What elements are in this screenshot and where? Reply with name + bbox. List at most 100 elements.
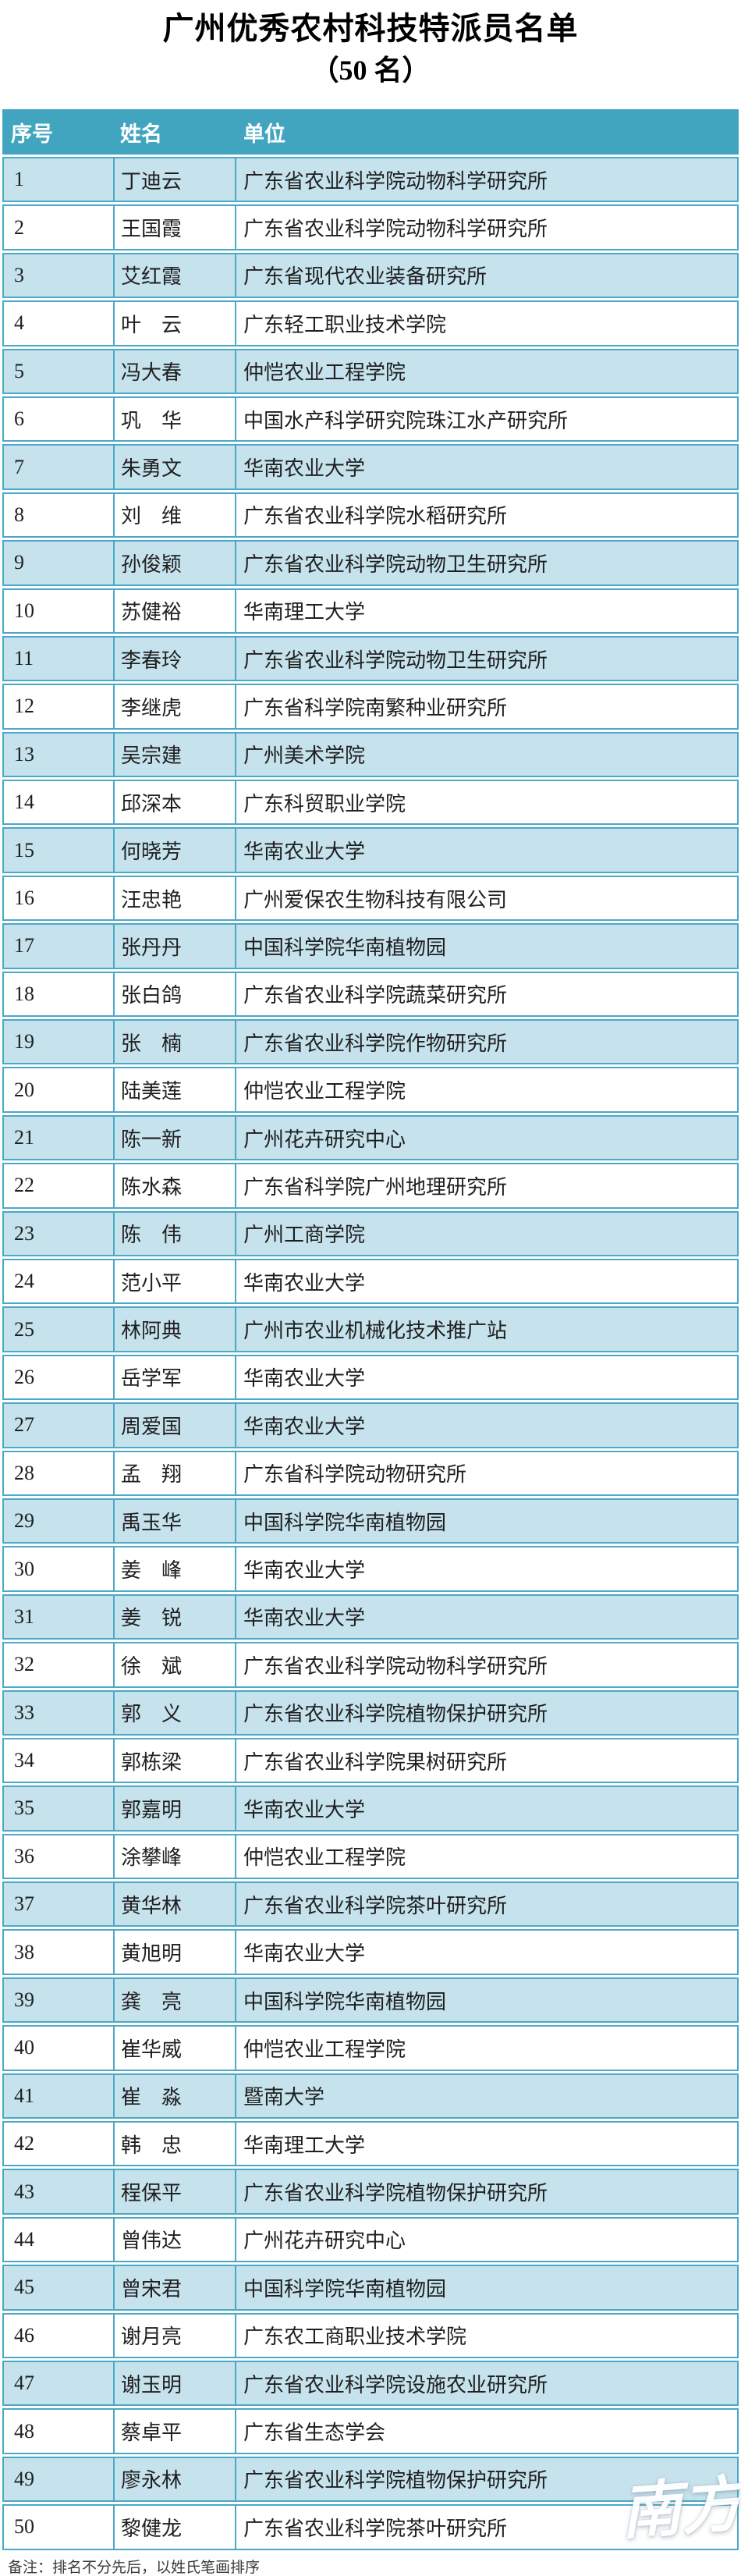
cell-serial-number: 27 [4,1404,113,1446]
cell-organization: 广东轻工职业技术学院 [235,302,737,345]
table-row: 26 岳学军 华南农业大学 [2,1354,739,1401]
cell-serial-number: 48 [4,2410,113,2452]
cell-organization: 广东省农业科学院植物保护研究所 [235,2457,737,2501]
person-name-text: 黎健龙 [121,2517,183,2540]
table-row: 38 黄旭明 华南农业大学 [2,1929,739,1975]
organization-text: 广东省科学院南繁种业研究所 [243,696,508,720]
person-name-text: 孟 翔 [121,1463,183,1487]
serial-number-text: 25 [14,1317,34,1341]
cell-serial-number: 17 [4,925,113,967]
organization-text: 仲恺农业工程学院 [243,1080,406,1103]
cell-serial-number: 6 [4,398,113,440]
table-row: 48 蔡卓平 广东省生态学会 [2,2408,739,2454]
cell-organization: 广东省农业科学院动物科学研究所 [235,206,737,249]
cell-serial-number: 37 [4,1883,113,1925]
cell-serial-number: 10 [4,590,113,632]
serial-number-text: 18 [14,982,34,1005]
serial-number-text: 17 [14,934,34,958]
serial-number-text: 35 [14,1796,34,1820]
serial-number-text: 2 [14,215,24,239]
cell-person-name: 禹玉华 [113,1499,235,1543]
header-cell-org: 单位 [243,122,285,146]
cell-serial-number: 24 [4,1260,113,1302]
title-line-1: 广州优秀农村科技特派员名单 [162,11,579,46]
organization-text: 广东省农业科学院果树研究所 [243,1750,508,1774]
cell-organization: 广东省科学院广州地理研究所 [235,1164,737,1207]
person-name-text: 李继虎 [121,696,183,720]
title-line-2: （50 名） [310,55,431,86]
footnote: 备注：排名不分先后，以姓氏笔画排序 [8,2560,261,2576]
person-name-text: 陈一新 [121,1128,183,1151]
table-row: 7 朱勇文 华南农业大学 [2,444,739,490]
person-name-text: 孙俊颖 [121,553,183,576]
cell-serial-number: 8 [4,494,113,536]
serial-number-text: 9 [14,551,24,574]
table-row: 43 程保平 广东省农业科学院植物保护研究所 [2,2169,739,2215]
cell-organization: 华南农业大学 [235,1595,737,1639]
cell-serial-number: 30 [4,1547,113,1590]
table-row: 9 孙俊颖 广东省农业科学院动物卫生研究所 [2,540,739,586]
serial-number-text: 38 [14,1940,34,1963]
serial-number-text: 37 [14,1892,34,1916]
cell-person-name: 吴宗建 [113,733,235,776]
cell-serial-number: 3 [4,254,113,297]
table-row: 41 崔 淼 暨南大学 [2,2073,739,2119]
cell-organization: 华南农业大学 [235,1547,737,1590]
table-row: 5 冯大春 仲恺农业工程学院 [2,348,739,394]
table-row: 11 李春玲 广东省农业科学院动物卫生研究所 [2,635,739,682]
serial-number-text: 26 [14,1365,34,1388]
cell-person-name: 崔 淼 [113,2074,235,2118]
cell-serial-number: 43 [4,2170,113,2212]
cell-serial-number: 49 [4,2458,113,2500]
cell-serial-number: 28 [4,1452,113,1494]
person-name-text: 崔 淼 [121,2086,183,2109]
cell-serial-number: 11 [4,638,113,680]
person-name-text: 朱勇文 [121,457,183,481]
table-row: 17 张丹丹 中国科学院华南植物园 [2,923,739,969]
serial-number-text: 4 [14,311,24,335]
serial-number-text: 34 [14,1749,34,1772]
person-name-text: 周爱国 [121,1415,183,1438]
serial-number-text: 3 [14,263,24,286]
cell-organization: 广东省农业科学院植物保护研究所 [235,1691,737,1734]
table-row: 20 陆美莲 仲恺农业工程学院 [2,1067,739,1113]
cell-serial-number: 46 [4,2315,113,2357]
cell-organization: 广东省农业科学院动物科学研究所 [235,158,737,201]
cell-serial-number: 38 [4,1931,113,1973]
cell-person-name: 汪忠艳 [113,876,235,920]
organization-text: 华南农业大学 [243,1798,366,1821]
cell-serial-number: 47 [4,2362,113,2404]
person-name-text: 范小平 [121,1271,183,1295]
table-row: 19 张 楠 广东省农业科学院作物研究所 [2,1019,739,1065]
cell-person-name: 陈一新 [113,1116,235,1160]
table-row: 31 姜 锐 华南农业大学 [2,1594,739,1640]
cell-person-name: 叶 云 [113,302,235,345]
cell-person-name: 谢月亮 [113,2314,235,2357]
person-name-text: 陆美莲 [121,1080,183,1103]
table-body: 1 丁迪云 广东省农业科学院动物科学研究所 2 王国霞 广东省农业科学院动物科学… [2,157,739,2550]
cell-serial-number: 33 [4,1692,113,1734]
cell-person-name: 陈 伟 [113,1212,235,1255]
cell-serial-number: 31 [4,1596,113,1638]
serial-number-text: 27 [14,1413,34,1437]
cell-person-name: 姜 峰 [113,1547,235,1590]
cell-person-name: 林阿典 [113,1308,235,1351]
table-row: 1 丁迪云 广东省农业科学院动物科学研究所 [2,157,739,203]
organization-text: 广东农工商职业技术学院 [243,2326,467,2349]
person-name-text: 徐 斌 [121,1654,183,1678]
table-row: 2 王国霞 广东省农业科学院动物科学研究所 [2,204,739,250]
serial-number-text: 24 [14,1270,34,1293]
cell-organization: 华南农业大学 [235,829,737,872]
cell-person-name: 徐 斌 [113,1643,235,1686]
organization-text: 华南农业大学 [243,1271,366,1295]
organization-text: 华南农业大学 [243,457,366,481]
serial-number-text: 48 [14,2419,34,2443]
person-name-text: 张 楠 [121,1032,183,1055]
cell-serial-number: 19 [4,1021,113,1063]
person-name-text: 苏健裕 [121,601,183,624]
organization-text: 广东省农业科学院植物保护研究所 [243,2469,548,2493]
cell-organization: 广东省农业科学院动物卫生研究所 [235,542,737,584]
person-name-text: 冯大春 [121,361,183,385]
cell-serial-number: 36 [4,1835,113,1878]
person-name-text: 郭嘉明 [121,1798,183,1821]
